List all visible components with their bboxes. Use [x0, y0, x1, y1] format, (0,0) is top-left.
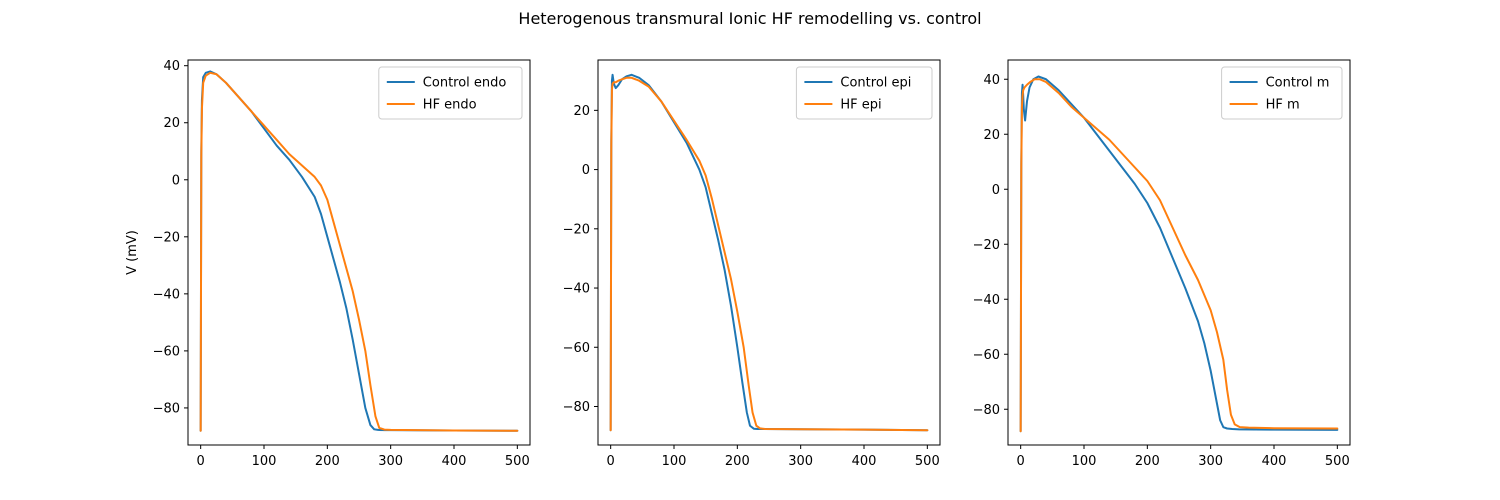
x-tick-label: 500 — [1325, 454, 1350, 469]
series-line-1 — [1019, 75, 1339, 433]
x-tick-label: 0 — [607, 454, 615, 469]
series-line-1 — [199, 70, 519, 432]
axes-frame — [597, 59, 941, 446]
x-tick-label: 400 — [1262, 454, 1287, 469]
y-tick-label: 20 — [573, 104, 590, 119]
x-tick-label: 100 — [252, 454, 277, 469]
x-tick-label: 100 — [662, 454, 687, 469]
series-line-2 — [1019, 78, 1339, 433]
legend-label: HF endo — [423, 98, 477, 113]
y-tick-label: −40 — [153, 287, 180, 302]
x-tick-label: 100 — [1072, 454, 1097, 469]
legend: Control endo HF endo — [378, 66, 523, 120]
x-tick-label: 300 — [378, 454, 403, 469]
y-tick-label: −20 — [153, 230, 180, 245]
legend-label: HF m — [1266, 98, 1300, 113]
legend-box — [1221, 66, 1343, 120]
y-tick-label: −40 — [973, 293, 1000, 308]
x-tick-label: 400 — [852, 454, 877, 469]
y-tick-label: −60 — [973, 348, 1000, 363]
x-tick-label: 200 — [1135, 454, 1160, 469]
legend-box — [795, 66, 933, 120]
y-tick-label: −40 — [563, 282, 590, 297]
y-tick-label: −20 — [973, 238, 1000, 253]
x-tick-label: 500 — [505, 454, 530, 469]
legend-label: Control m — [1266, 76, 1330, 91]
y-tick-label: 0 — [172, 173, 180, 188]
y-tick-label: 20 — [163, 116, 180, 131]
y-axis-label: V (mV) — [125, 230, 140, 275]
legend: Control epi HF epi — [795, 66, 933, 120]
y-tick-label: 0 — [582, 163, 590, 178]
series-line-1 — [609, 73, 929, 432]
legend-label: HF epi — [840, 98, 881, 113]
y-tick-label: 20 — [983, 128, 1000, 143]
x-tick-label: 0 — [197, 454, 205, 469]
legend: Control m HF m — [1221, 66, 1343, 120]
x-tick-label: 0 — [1017, 454, 1025, 469]
series-line-2 — [199, 71, 519, 432]
x-tick-label: 300 — [788, 454, 813, 469]
legend-label: Control epi — [840, 76, 911, 91]
x-tick-label: 200 — [725, 454, 750, 469]
legend-box — [378, 66, 523, 120]
y-tick-label: 0 — [992, 183, 1000, 198]
y-tick-label: −80 — [563, 400, 590, 415]
series-line-2 — [609, 76, 929, 432]
y-tick-label: 40 — [983, 73, 1000, 88]
y-tick-label: −80 — [973, 403, 1000, 418]
y-tick-label: −80 — [153, 401, 180, 416]
chart-panel-2: 0 100 200 300 400 500 −80 −60 −40 −20 0 20 Control e… — [563, 59, 941, 469]
y-tick-label: −20 — [563, 222, 590, 237]
y-tick-label: 40 — [163, 59, 180, 74]
y-tick-label: −60 — [563, 341, 590, 356]
x-tick-label: 400 — [442, 454, 467, 469]
axes-frame — [1007, 59, 1351, 446]
x-tick-label: 500 — [915, 454, 940, 469]
y-tick-label: −60 — [153, 344, 180, 359]
legend-label: Control endo — [423, 76, 507, 91]
axes-frame — [187, 59, 531, 446]
x-tick-label: 300 — [1198, 454, 1223, 469]
chart-panel-1: 0 100 200 300 400 500 −80 −60 −40 −20 0 20 40 V (mV) C… — [125, 59, 531, 469]
figure-title: Heterogenous transmural Ionic HF remodel… — [518, 9, 981, 28]
x-tick-label: 200 — [315, 454, 340, 469]
chart-panel-3: 0 100 200 300 400 500 −80 −60 −40 −20 0 20 40 Control… — [973, 59, 1351, 469]
